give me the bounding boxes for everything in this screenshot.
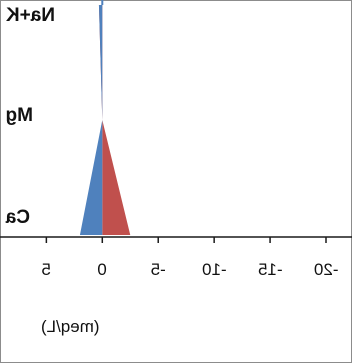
x-axis-title: (meq/L) (40, 317, 100, 336)
x-tick-label-minus-20: -20 (313, 260, 339, 279)
area-series-0 (98, 5, 131, 235)
x-tick-label-minus-10: -10 (202, 260, 227, 279)
x-tick-label-0: 0 (97, 260, 107, 279)
x-tick-label-minus-5: -5 (150, 260, 166, 279)
area-series-1 (79, 5, 103, 235)
x-tick-label-minus-15: -15 (258, 260, 283, 279)
x-tick-label-5: 5 (41, 260, 51, 279)
category-label-mg: Mg (5, 105, 33, 126)
category-label-na-k: Na+K (5, 5, 55, 26)
category-label-ca: Ca (5, 207, 30, 228)
